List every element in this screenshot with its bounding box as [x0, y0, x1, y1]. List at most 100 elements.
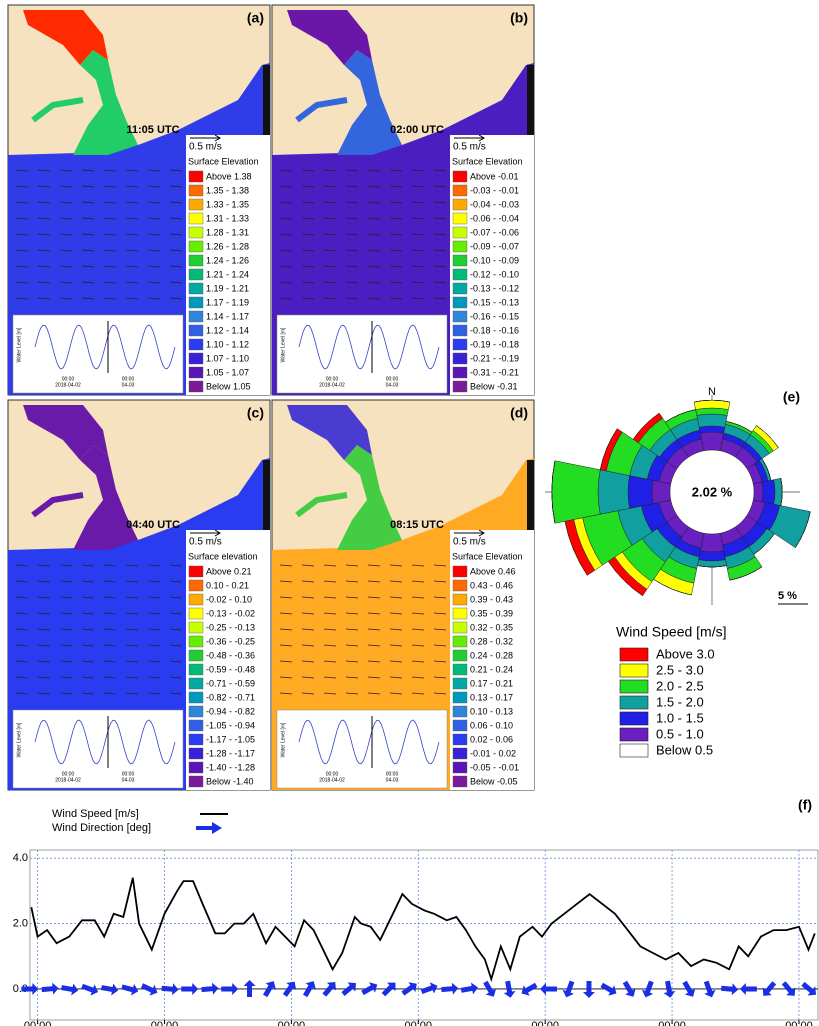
legend-label: -0.12 - -0.10 [470, 269, 519, 279]
legend-label: 1.05 - 1.07 [206, 367, 249, 377]
x-tick-label: 00:00 [405, 1020, 433, 1026]
velocity-vector [37, 169, 51, 172]
rose-segment [773, 478, 783, 506]
velocity-vector [37, 676, 51, 679]
velocity-vector [367, 676, 381, 679]
map-boundary [527, 460, 534, 550]
rose-center-label: 2.02 % [692, 484, 733, 499]
legend-swatch [188, 761, 204, 774]
legend-swatch [188, 366, 204, 379]
wind-direction-arrow [41, 982, 59, 995]
velocity-vector [279, 628, 293, 631]
panel-label: (a) [247, 10, 264, 26]
legend-label: -0.59 - -0.48 [206, 664, 255, 674]
velocity-vector [147, 201, 161, 204]
inset-y-label: Water Level [m] [16, 722, 22, 757]
velocity-vector [323, 249, 337, 252]
wind-direction-arrow [140, 983, 158, 996]
x-tick-label: 00:00 [658, 1020, 686, 1026]
inset-x-label: 00:00 [386, 376, 399, 382]
velocity-vector [433, 580, 447, 583]
velocity-vector [433, 644, 447, 647]
velocity-vector [59, 628, 73, 631]
velocity-vector [301, 612, 315, 615]
legend-swatch [188, 663, 204, 676]
rose-segment [756, 425, 779, 448]
legend-label: 0.28 - 0.32 [470, 636, 513, 646]
velocity-vector [367, 628, 381, 631]
velocity-vector [411, 217, 425, 220]
velocity-vector [367, 265, 381, 268]
velocity-vector [433, 281, 447, 284]
legend-swatch [188, 677, 204, 690]
legend-swatch [452, 761, 468, 774]
velocity-vector [411, 297, 425, 300]
velocity-vector [389, 281, 403, 284]
map-branch [295, 492, 348, 518]
legend-swatch [188, 198, 204, 211]
legend-swatch [452, 607, 468, 620]
velocity-vector [389, 564, 403, 567]
velocity-vector [411, 233, 425, 236]
velocity-vector [103, 297, 117, 300]
legend-label: -1.28 - -1.17 [206, 748, 255, 758]
velocity-vector [125, 281, 139, 284]
inset-wave [298, 324, 440, 370]
velocity-vector [389, 233, 403, 236]
legend-label: 1.07 - 1.10 [206, 353, 249, 363]
legend-swatch [452, 635, 468, 648]
legend-label: 0.35 - 0.39 [470, 608, 513, 618]
rose-segment [698, 425, 726, 434]
wind-direction-arrow [663, 980, 676, 998]
velocity-vector [411, 185, 425, 188]
velocity-vector [147, 644, 161, 647]
velocity-vector [345, 692, 359, 695]
wind-direction-arrow [263, 981, 276, 998]
velocity-vector [15, 564, 29, 567]
velocity-vector [169, 676, 183, 679]
velocity-vector [169, 169, 183, 172]
velocity-vector [169, 644, 183, 647]
velocity-vector [389, 628, 403, 631]
velocity-vector [345, 281, 359, 284]
legend-label: -0.21 - -0.19 [470, 353, 519, 363]
rose-legend-swatch [619, 679, 649, 694]
velocity-vector [411, 660, 425, 663]
rose-segment [627, 475, 654, 509]
velocity-vector [279, 596, 293, 599]
legend-swatch [188, 635, 204, 648]
velocity-vector [125, 201, 139, 204]
legend-swatch [452, 663, 468, 676]
velocity-vector [301, 281, 315, 284]
velocity-vector [279, 217, 293, 220]
velocity-vector [37, 233, 51, 236]
wind-direction-arrow [739, 982, 757, 995]
legend-swatch [452, 621, 468, 634]
x-tick-label: 00:00 [531, 1020, 559, 1026]
velocity-vector [169, 249, 183, 252]
velocity-vector [389, 169, 403, 172]
legend-label: -0.18 - -0.16 [470, 325, 519, 335]
legend-label: Wind Direction [deg] [52, 822, 151, 834]
legend-swatch [452, 352, 468, 365]
velocity-vector [59, 185, 73, 188]
velocity-vector [367, 660, 381, 663]
velocity-vector [433, 596, 447, 599]
rose-segment [665, 409, 696, 423]
legend-label: 1.33 - 1.35 [206, 199, 249, 209]
velocity-vector [367, 201, 381, 204]
x-tick-label: 00:00 [151, 1020, 179, 1026]
wind-direction-arrow [503, 980, 516, 998]
legend-swatch [188, 240, 204, 253]
inset-x-label: 00:00 [326, 376, 339, 382]
velocity-vector [389, 185, 403, 188]
velocity-vector [103, 596, 117, 599]
scale-label: 0.5 m/s [453, 537, 486, 548]
inset-box [12, 314, 184, 394]
velocity-vector [15, 249, 29, 252]
wind-direction-arrow [562, 980, 575, 998]
legend-label: -0.31 - -0.21 [470, 367, 519, 377]
legend-title: Surface Elevation [188, 156, 259, 166]
velocity-vector [37, 297, 51, 300]
velocity-vector [125, 692, 139, 695]
